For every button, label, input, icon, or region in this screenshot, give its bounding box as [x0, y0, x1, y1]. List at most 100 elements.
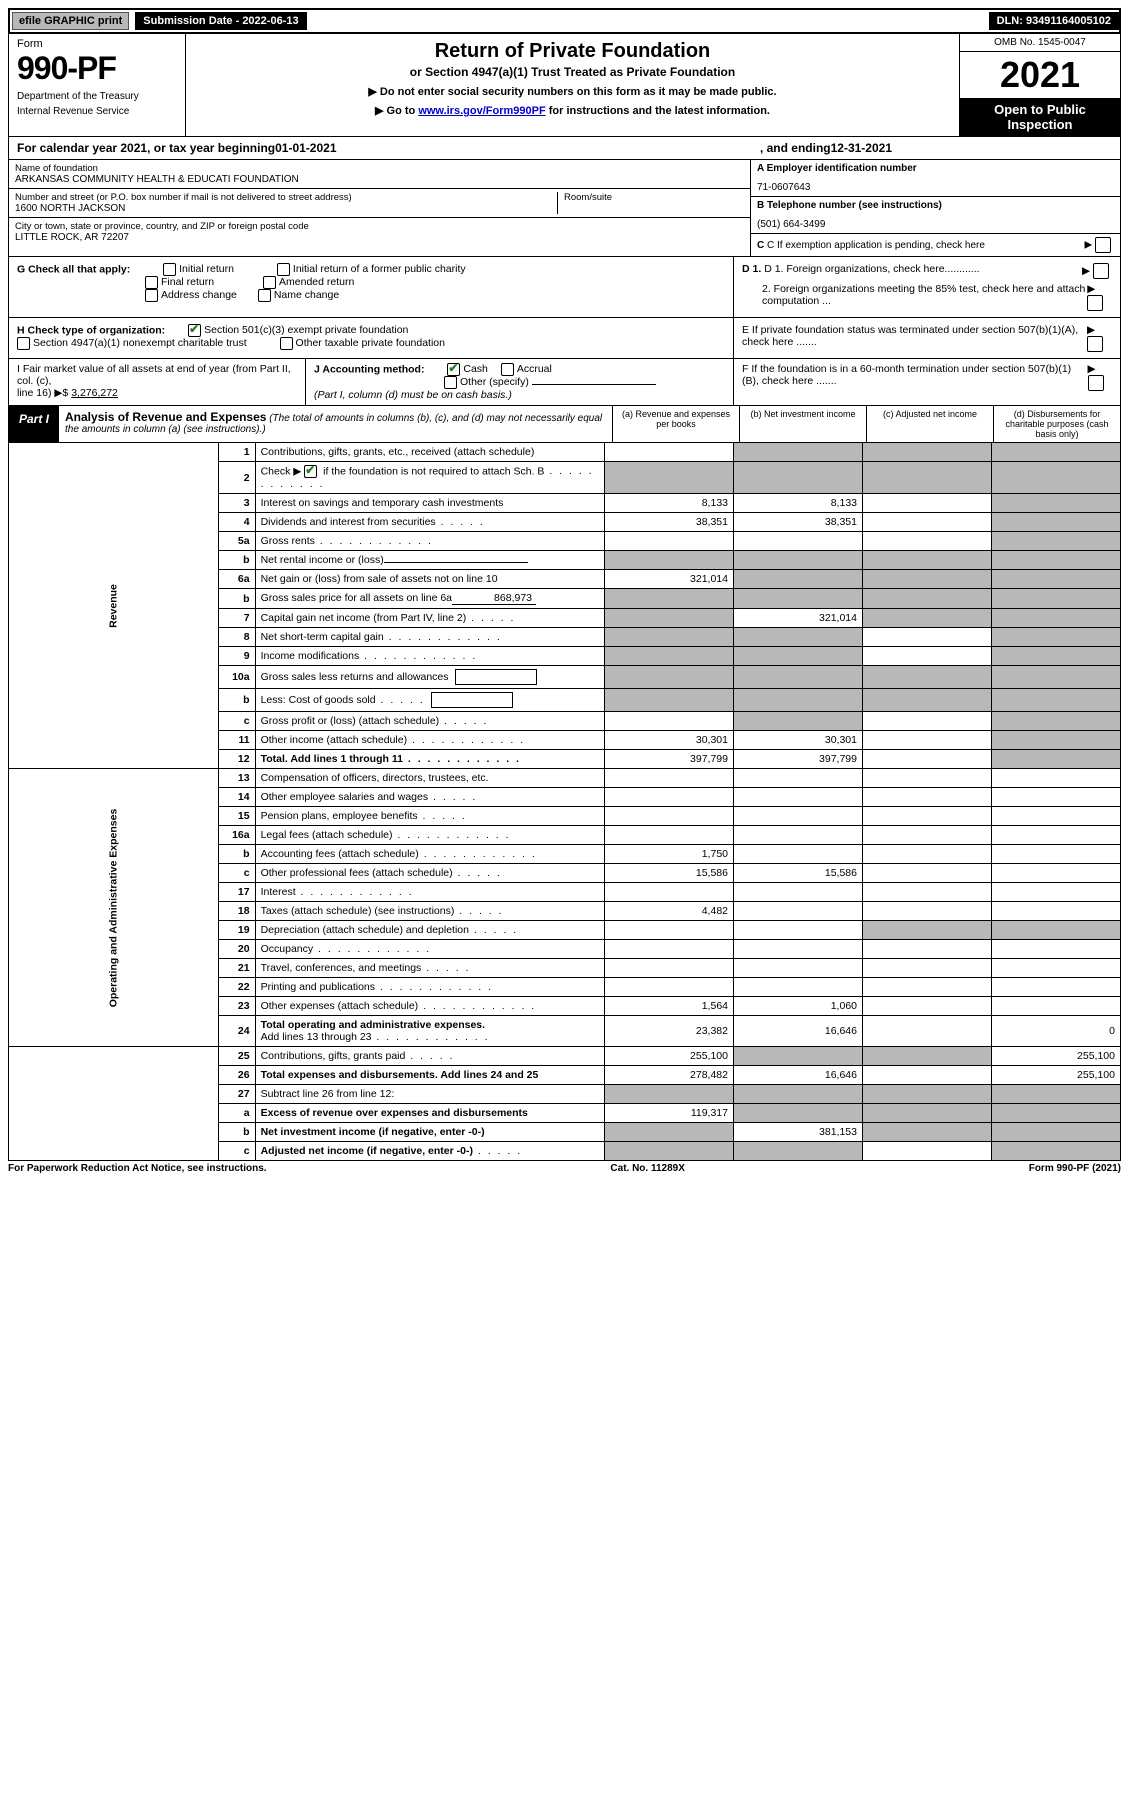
cell-val: 0	[992, 1016, 1121, 1047]
ein-value: 71-0607643	[757, 182, 1114, 193]
row-num: 24	[218, 1016, 255, 1047]
note2-pre: ▶ Go to	[375, 105, 418, 117]
footer-left: For Paperwork Reduction Act Notice, see …	[8, 1163, 267, 1174]
row-num: 15	[218, 807, 255, 826]
accrual-checkbox[interactable]	[501, 363, 514, 376]
final-return-checkbox[interactable]	[145, 276, 158, 289]
r24-d1: Total operating and administrative expen…	[261, 1019, 485, 1031]
cell-val: 23,382	[605, 1016, 734, 1047]
row-num: a	[218, 1104, 255, 1123]
page-footer: For Paperwork Reduction Act Notice, see …	[8, 1163, 1121, 1174]
row-desc: Interest on savings and temporary cash i…	[255, 494, 604, 513]
other-method-checkbox[interactable]	[444, 376, 457, 389]
row-desc: Subtract line 26 from line 12:	[255, 1085, 604, 1104]
cell-val: 278,482	[605, 1066, 734, 1085]
initial-former-checkbox[interactable]	[277, 263, 290, 276]
g-opt2: Final return	[161, 276, 214, 288]
row-num: 23	[218, 997, 255, 1016]
row-desc: Net investment income (if negative, ente…	[261, 1126, 485, 1138]
row-num: 19	[218, 921, 255, 940]
part1-title: Analysis of Revenue and Expenses	[65, 410, 266, 424]
row-desc: Less: Cost of goods sold	[261, 694, 376, 706]
row-num: 10a	[218, 666, 255, 689]
h-opt2: Section 4947(a)(1) nonexempt charitable …	[33, 337, 247, 349]
j-cash: Cash	[463, 363, 488, 375]
cell-val: 1,060	[734, 997, 863, 1016]
4947a1-checkbox[interactable]	[17, 337, 30, 350]
g-opt6: Name change	[274, 289, 339, 301]
other-taxable-checkbox[interactable]	[280, 337, 293, 350]
row-desc: Gross sales less returns and allowances	[261, 671, 449, 683]
row-num: 9	[218, 647, 255, 666]
fmv-line-label: line 16) ▶$	[17, 387, 71, 399]
name-change-checkbox[interactable]	[258, 289, 271, 302]
amended-return-checkbox[interactable]	[263, 276, 276, 289]
row-num: 8	[218, 628, 255, 647]
form-header: Form 990-PF Department of the Treasury I…	[8, 34, 1121, 137]
cell-val: 397,799	[605, 750, 734, 769]
efile-print-button[interactable]: efile GRAPHIC print	[12, 12, 129, 30]
row-desc: Contributions, gifts, grants, etc., rece…	[255, 443, 604, 462]
terminated-checkbox[interactable]	[1087, 336, 1103, 352]
foreign-org-checkbox[interactable]	[1093, 263, 1109, 279]
cash-checkbox[interactable]	[447, 363, 460, 376]
r24-d2: Add lines 13 through 23	[261, 1031, 372, 1043]
cell-val: 15,586	[605, 864, 734, 883]
cell-val: 30,301	[734, 731, 863, 750]
city-state-zip: LITTLE ROCK, AR 72207	[15, 232, 744, 243]
row-desc: Taxes (attach schedule) (see instruction…	[261, 905, 455, 917]
e-text: E If private foundation status was termi…	[742, 324, 1087, 352]
row-desc: Adjusted net income (if negative, enter …	[261, 1145, 473, 1157]
col-a-header: (a) Revenue and expenses per books	[612, 406, 739, 442]
initial-return-checkbox[interactable]	[163, 263, 176, 276]
col-c-header: (c) Adjusted net income	[866, 406, 993, 442]
foreign-85-checkbox[interactable]	[1087, 295, 1103, 311]
row-num: c	[218, 1142, 255, 1161]
ein-label: A Employer identification number	[757, 163, 917, 174]
r2-post: if the foundation is not required to att…	[320, 465, 544, 477]
expenses-side-label: Operating and Administrative Expenses	[107, 808, 119, 1007]
col-b-header: (b) Net investment income	[739, 406, 866, 442]
col-d-header: (d) Disbursements for charitable purpose…	[993, 406, 1120, 442]
row-num: 12	[218, 750, 255, 769]
omb-number: OMB No. 1545-0047	[960, 34, 1120, 52]
row-num: 16a	[218, 826, 255, 845]
address-change-checkbox[interactable]	[145, 289, 158, 302]
501c3-checkbox[interactable]	[188, 324, 201, 337]
f-text: F If the foundation is in a 60-month ter…	[742, 363, 1088, 401]
dln: DLN: 93491164005102	[989, 12, 1119, 30]
row-num: b	[218, 845, 255, 864]
ssn-warning: ▶ Do not enter social security numbers o…	[194, 85, 951, 98]
row-desc: Other income (attach schedule)	[261, 734, 408, 746]
dept-treasury: Department of the Treasury	[17, 91, 177, 102]
cell-val: 1,750	[605, 845, 734, 864]
irs-label: Internal Revenue Service	[17, 106, 177, 117]
phone-value: (501) 664-3499	[757, 219, 1114, 230]
table-row: 25 Contributions, gifts, grants paid 255…	[9, 1047, 1121, 1066]
row-num: 6a	[218, 570, 255, 589]
row-desc: Other employee salaries and wages	[261, 791, 429, 803]
d1-text: D 1. Foreign organizations, check here..…	[764, 263, 979, 275]
row-num: 18	[218, 902, 255, 921]
row-desc: Gross profit or (loss) (attach schedule)	[261, 715, 440, 727]
row-desc: Contributions, gifts, grants paid	[261, 1050, 406, 1062]
row-desc: Gross sales price for all assets on line…	[261, 592, 452, 604]
sch-b-checkbox[interactable]	[304, 465, 317, 478]
exemption-pending-checkbox[interactable]	[1095, 237, 1111, 253]
phone-label: B Telephone number (see instructions)	[757, 200, 942, 211]
cell-val: 397,799	[734, 750, 863, 769]
row-desc: Income modifications	[261, 650, 360, 662]
row-num: b	[218, 1123, 255, 1142]
cell-val: 16,646	[734, 1016, 863, 1047]
instructions-link[interactable]: www.irs.gov/Form990PF	[418, 105, 545, 117]
cell-val: 1,564	[605, 997, 734, 1016]
cal-end: 12-31-2021	[831, 141, 892, 155]
60month-checkbox[interactable]	[1088, 375, 1104, 391]
g-opt5: Amended return	[279, 276, 354, 288]
h-opt3: Other taxable private foundation	[296, 337, 445, 349]
cell-val: 255,100	[992, 1066, 1121, 1085]
g-opt3: Address change	[161, 289, 237, 301]
row-num: 11	[218, 731, 255, 750]
c-text: C If exemption application is pending, c…	[767, 240, 985, 251]
j-accrual: Accrual	[517, 363, 552, 375]
